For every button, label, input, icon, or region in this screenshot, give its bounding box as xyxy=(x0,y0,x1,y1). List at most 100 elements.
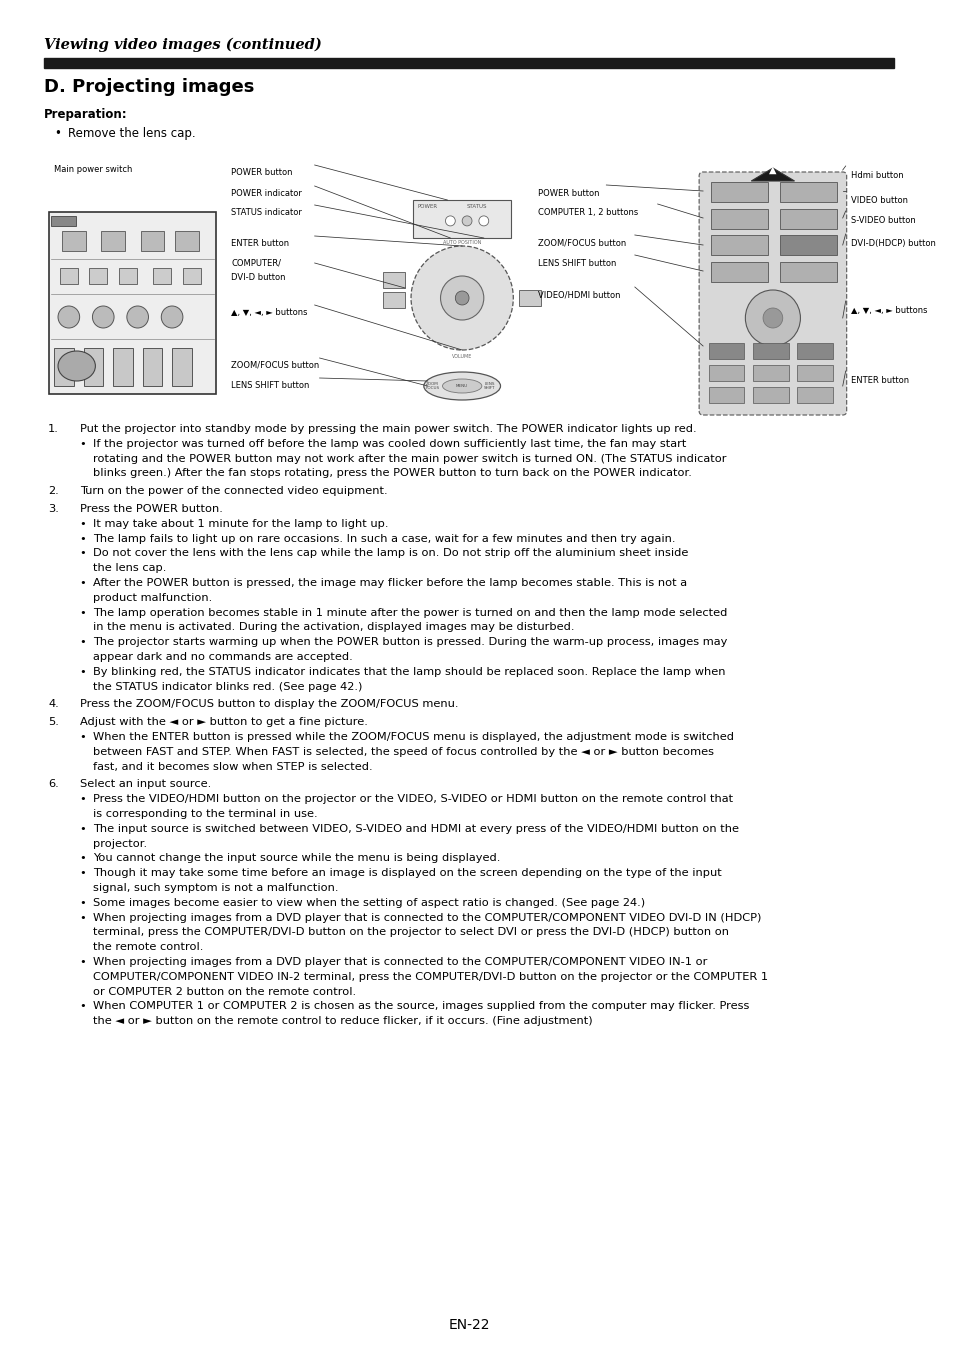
Circle shape xyxy=(411,246,513,350)
Bar xyxy=(60,269,77,284)
Text: •: • xyxy=(79,732,87,742)
Bar xyxy=(779,208,836,228)
Text: appear dark and no commands are accepted.: appear dark and no commands are accepted… xyxy=(93,652,353,662)
Text: ▲: ▲ xyxy=(768,165,776,176)
Bar xyxy=(174,231,198,251)
Text: D. Projecting images: D. Projecting images xyxy=(44,78,254,96)
Text: The input source is switched between VIDEO, S-VIDEO and HDMI at every press of t: The input source is switched between VID… xyxy=(93,824,739,834)
Bar xyxy=(172,348,192,386)
Text: ENTER button: ENTER button xyxy=(850,377,908,385)
Bar xyxy=(797,387,832,404)
Text: the remote control.: the remote control. xyxy=(93,942,204,952)
Text: or COMPUTER 2 button on the remote control.: or COMPUTER 2 button on the remote contr… xyxy=(93,987,356,996)
Text: Main power switch: Main power switch xyxy=(54,165,132,174)
Text: terminal, press the COMPUTER/DVI-D button on the projector to select DVI or pres: terminal, press the COMPUTER/DVI-D butto… xyxy=(93,927,729,937)
Text: •: • xyxy=(79,853,87,864)
Circle shape xyxy=(58,306,79,328)
Bar xyxy=(797,343,832,359)
Text: Press the VIDEO/HDMI button on the projector or the VIDEO, S-VIDEO or HDMI butto: Press the VIDEO/HDMI button on the proje… xyxy=(93,794,733,805)
Text: blinks green.) After the fan stops rotating, press the POWER button to turn back: blinks green.) After the fan stops rotat… xyxy=(93,468,692,478)
Text: When projecting images from a DVD player that is connected to the COMPUTER/COMPO: When projecting images from a DVD player… xyxy=(93,913,761,922)
Text: AUTO POSITION: AUTO POSITION xyxy=(442,240,481,244)
Text: When the ENTER button is pressed while the ZOOM/FOCUS menu is displayed, the adj: When the ENTER button is pressed while t… xyxy=(93,732,734,742)
Text: LENS SHIFT button: LENS SHIFT button xyxy=(537,259,616,269)
Text: in the menu is activated. During the activation, displayed images may be disturb: in the menu is activated. During the act… xyxy=(93,622,575,632)
Circle shape xyxy=(744,290,800,346)
Bar xyxy=(113,348,132,386)
Text: ▲, ▼, ◄, ► buttons: ▲, ▼, ◄, ► buttons xyxy=(231,308,307,317)
Bar xyxy=(779,235,836,255)
Bar xyxy=(101,231,125,251)
Text: projector.: projector. xyxy=(93,838,148,849)
Text: 4.: 4. xyxy=(49,699,59,709)
Text: •: • xyxy=(79,898,87,907)
Text: POWER button: POWER button xyxy=(537,189,598,198)
Text: By blinking red, the STATUS indicator indicates that the lamp should be replaced: By blinking red, the STATUS indicator in… xyxy=(93,667,725,676)
Text: 1.: 1. xyxy=(49,424,59,433)
Text: Turn on the power of the connected video equipment.: Turn on the power of the connected video… xyxy=(79,486,387,497)
Text: •: • xyxy=(79,533,87,544)
Text: •: • xyxy=(79,578,87,589)
Text: •: • xyxy=(79,518,87,529)
Bar xyxy=(710,262,767,282)
Text: •: • xyxy=(54,127,61,140)
Text: Put the projector into standby mode by pressing the main power switch. The POWER: Put the projector into standby mode by p… xyxy=(79,424,696,433)
Text: fast, and it becomes slow when STEP is selected.: fast, and it becomes slow when STEP is s… xyxy=(93,761,373,772)
Text: COMPUTER/COMPONENT VIDEO IN-2 terminal, press the COMPUTER/DVI-D button on the p: COMPUTER/COMPONENT VIDEO IN-2 terminal, … xyxy=(93,972,768,981)
Text: The projector starts warming up when the POWER button is pressed. During the war: The projector starts warming up when the… xyxy=(93,637,727,647)
Text: rotating and the POWER button may not work after the main power switch is turned: rotating and the POWER button may not wo… xyxy=(93,454,726,463)
Text: •: • xyxy=(79,439,87,448)
Text: LENS
SHIFT: LENS SHIFT xyxy=(483,382,495,390)
Bar xyxy=(383,292,405,308)
Text: Remove the lens cap.: Remove the lens cap. xyxy=(68,127,195,140)
Text: •: • xyxy=(79,824,87,834)
Text: COMPUTER/: COMPUTER/ xyxy=(231,259,281,269)
Bar xyxy=(54,348,73,386)
Text: VOLUME: VOLUME xyxy=(452,354,472,359)
Text: 6.: 6. xyxy=(49,779,59,790)
Text: The lamp operation becomes stable in 1 minute after the power is turned on and t: The lamp operation becomes stable in 1 m… xyxy=(93,608,727,617)
Circle shape xyxy=(762,308,781,328)
Text: Some images become easier to view when the setting of aspect ratio is changed. (: Some images become easier to view when t… xyxy=(93,898,645,907)
Text: LENS SHIFT button: LENS SHIFT button xyxy=(231,381,309,390)
FancyBboxPatch shape xyxy=(50,212,216,394)
Bar xyxy=(518,290,540,306)
Text: You cannot change the input source while the menu is being displayed.: You cannot change the input source while… xyxy=(93,853,500,864)
Text: •: • xyxy=(79,913,87,922)
Bar xyxy=(753,364,788,381)
Polygon shape xyxy=(750,167,794,181)
Text: The lamp fails to light up on rare occasions. In such a case, wait for a few min: The lamp fails to light up on rare occas… xyxy=(93,533,676,544)
Text: DVI-D(HDCP) button: DVI-D(HDCP) button xyxy=(850,239,935,248)
Bar xyxy=(44,58,893,68)
Text: •: • xyxy=(79,1002,87,1011)
Text: ENTER button: ENTER button xyxy=(231,239,289,248)
Text: Select an input source.: Select an input source. xyxy=(79,779,211,790)
Bar xyxy=(797,364,832,381)
Text: POWER indicator: POWER indicator xyxy=(231,189,302,198)
Bar xyxy=(90,269,107,284)
Text: the lens cap.: the lens cap. xyxy=(93,563,167,574)
Bar xyxy=(710,235,767,255)
Ellipse shape xyxy=(442,379,481,393)
Text: Hdmi button: Hdmi button xyxy=(850,171,902,180)
Bar xyxy=(710,182,767,202)
Circle shape xyxy=(92,306,114,328)
Text: the ◄ or ► button on the remote control to reduce flicker, if it occurs. (Fine a: the ◄ or ► button on the remote control … xyxy=(93,1017,593,1026)
Text: Press the POWER button.: Press the POWER button. xyxy=(79,504,222,514)
Circle shape xyxy=(161,306,183,328)
Circle shape xyxy=(440,275,483,320)
Text: Preparation:: Preparation: xyxy=(44,108,128,122)
Bar xyxy=(753,343,788,359)
Text: product malfunction.: product malfunction. xyxy=(93,593,213,603)
Bar xyxy=(413,200,511,238)
Text: VIDEO button: VIDEO button xyxy=(850,196,906,205)
Bar xyxy=(140,231,164,251)
Text: When COMPUTER 1 or COMPUTER 2 is chosen as the source, images supplied from the : When COMPUTER 1 or COMPUTER 2 is chosen … xyxy=(93,1002,749,1011)
Bar xyxy=(62,231,86,251)
Text: ZOOM
FOCUS: ZOOM FOCUS xyxy=(425,382,439,390)
Bar xyxy=(708,343,743,359)
Text: VIDEO/HDMI button: VIDEO/HDMI button xyxy=(537,292,619,300)
Text: ▲, ▼, ◄, ► buttons: ▲, ▼, ◄, ► buttons xyxy=(850,306,926,315)
Text: between FAST and STEP. When FAST is selected, the speed of focus controlled by t: between FAST and STEP. When FAST is sele… xyxy=(93,747,714,757)
Text: STATUS: STATUS xyxy=(467,204,487,209)
